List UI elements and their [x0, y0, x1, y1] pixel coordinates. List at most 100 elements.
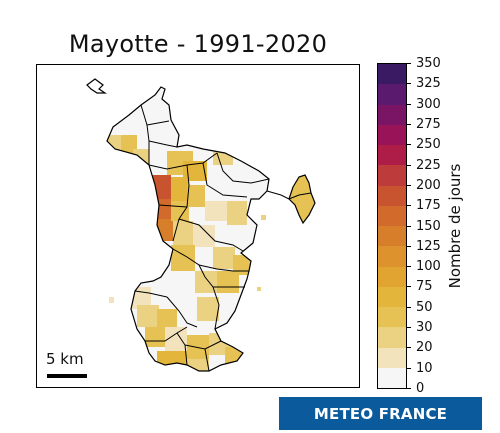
colorbar-segment [378, 307, 406, 328]
colorbar-tick-label: 300 [416, 96, 441, 112]
map-cell [165, 327, 187, 351]
colorbar-tick-mark [407, 103, 411, 105]
map-cell [133, 149, 149, 175]
colorbar-segment [378, 185, 406, 206]
colorbar-tick-mark [407, 306, 411, 308]
map-cell [157, 309, 177, 329]
islet-east [261, 215, 266, 220]
colorbar-tick-mark [407, 225, 411, 227]
map-cell [197, 297, 219, 321]
colorbar-segment [378, 367, 406, 388]
boundary-line [145, 326, 188, 342]
boundary-line [178, 218, 244, 252]
colorbar-tick-mark [407, 83, 411, 85]
map-cell [173, 221, 193, 245]
boundary-line [146, 120, 170, 126]
colorbar-segment [378, 327, 406, 348]
colorbar-segment [378, 347, 406, 368]
map-cell [153, 199, 171, 221]
boundary-line [216, 152, 270, 184]
colorbar-tick-label: 100 [416, 259, 441, 275]
colorbar-tick-label: 325 [416, 76, 441, 92]
colorbar-tick-label: 225 [416, 157, 441, 173]
colorbar-segment [378, 246, 406, 267]
scale-bar-label: 5 km [46, 350, 84, 368]
colorbar-segment [378, 165, 406, 186]
petite-terre-fill [289, 175, 315, 223]
map-cell [147, 175, 171, 201]
meteo-france-logo: METEO FRANCE [279, 397, 482, 430]
islet-southeast [257, 287, 261, 291]
map-cell [227, 201, 247, 225]
colorbar-segment [378, 104, 406, 125]
map-cell [233, 255, 251, 275]
colorbar-segment [378, 64, 406, 85]
map-cell [213, 247, 235, 269]
colorbar-tick-mark [407, 164, 411, 166]
colorbar-tick-mark [407, 123, 411, 125]
colorbar-title: Nombre de jours [446, 163, 464, 289]
boundary-line [172, 248, 220, 330]
offshore-islets [86, 78, 266, 303]
colorbar-tick-label: 50 [416, 299, 433, 315]
map-cell [183, 161, 207, 181]
boundary-line [166, 296, 198, 328]
boundary-line [202, 162, 248, 198]
colorbar-segment [378, 84, 406, 105]
colorbar-tick-label: 10 [416, 360, 433, 376]
colorbar-tick-mark [407, 266, 411, 268]
map-cell [171, 245, 195, 271]
map-cell [137, 305, 159, 327]
colorbar-tick-mark [407, 286, 411, 288]
map-cell [205, 201, 229, 221]
colorbar-tick-mark [407, 144, 411, 146]
causeway-line [266, 190, 290, 200]
map-cell [157, 351, 187, 371]
map-cell [187, 335, 209, 359]
colorbar-segment [378, 286, 406, 307]
boundary-line [198, 264, 249, 272]
raster-cells [107, 87, 269, 371]
colorbar-tick-label: 175 [416, 198, 441, 214]
petite-terre-coastline [288, 174, 316, 225]
colorbar-segment [378, 266, 406, 287]
colorbar [377, 63, 407, 389]
map-cell [195, 271, 217, 293]
mayotte-map [86, 78, 316, 372]
boundary-line [178, 164, 190, 220]
colorbar-tick-mark [407, 347, 411, 349]
grande-terre-coastline [106, 86, 270, 372]
boundary-line [134, 290, 168, 298]
colorbar-tick-mark [407, 205, 411, 207]
map-cell [187, 185, 205, 207]
colorbar-tick-mark [407, 327, 411, 329]
islet-west [109, 297, 114, 303]
colorbar-segment [378, 145, 406, 166]
map-cell [121, 135, 137, 159]
colorbar-segment [378, 226, 406, 247]
map-cell [225, 347, 245, 367]
colorbar-tick-label: 125 [416, 238, 441, 254]
colorbar-tick-mark [407, 367, 411, 369]
colorbar-tick-label: 350 [416, 56, 441, 71]
colorbar-tick-label: 0 [416, 381, 425, 396]
colorbar-tick-mark [407, 63, 411, 64]
colorbar-tick-label: 150 [416, 218, 441, 234]
colorbar-tick-mark [407, 388, 411, 389]
boundary-line [148, 140, 178, 148]
colorbar-segment [378, 205, 406, 226]
logo-text: METEO FRANCE [313, 404, 448, 423]
petite-terre [266, 174, 316, 225]
boundary-line [172, 218, 180, 242]
boundary-line [288, 192, 312, 200]
colorbar-tick-label: 250 [416, 137, 441, 153]
colorbar-tick-mark [407, 184, 411, 186]
map-cell [217, 271, 239, 293]
boundary-line [204, 348, 210, 372]
colorbar-tick-label: 20 [416, 340, 433, 356]
scale-bar [47, 374, 87, 378]
colorbar-tick-label: 275 [416, 116, 441, 132]
colorbar-tick-label: 30 [416, 320, 433, 336]
colorbar-tick-label: 200 [416, 177, 441, 193]
map-cell [171, 177, 189, 201]
